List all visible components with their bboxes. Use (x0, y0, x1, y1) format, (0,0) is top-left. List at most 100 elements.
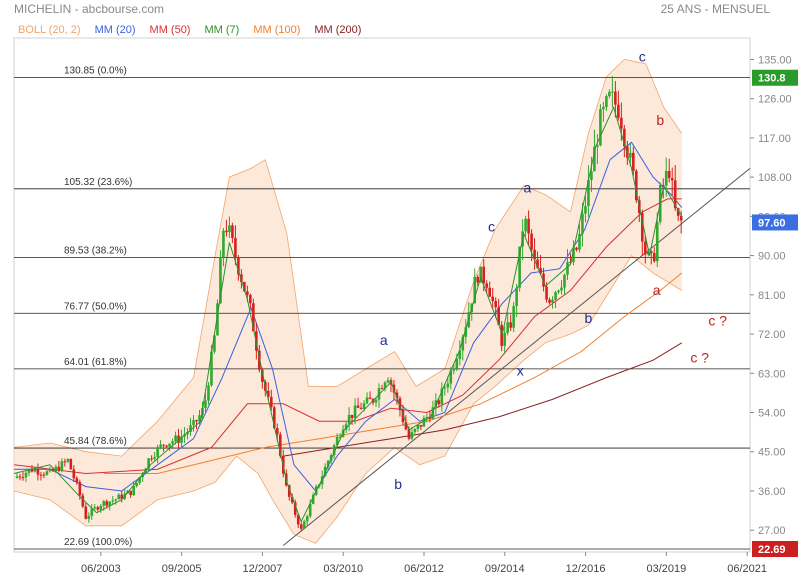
y-tick-label-0: 27.00 (758, 525, 786, 537)
legend-mm50[interactable]: MM (50) (149, 24, 191, 36)
candle-body-180 (554, 292, 557, 300)
candle-body-88 (278, 434, 282, 456)
wave-label-9: c ? (708, 312, 727, 328)
candle-body-209 (640, 213, 644, 242)
candle-body-212 (649, 251, 653, 254)
candle-body-161 (497, 307, 500, 325)
candle-body-144 (446, 383, 450, 388)
candle-body-214 (655, 221, 659, 262)
legend-boll[interactable]: BOLL (20, 2) (18, 24, 81, 36)
candle-body-3 (24, 472, 28, 478)
fib-label-2: 89.53 (38.2%) (64, 246, 127, 257)
candle-body-84 (267, 390, 270, 397)
candle-body-204 (626, 146, 629, 158)
candle-body-63 (204, 400, 207, 409)
candle-body-55 (180, 436, 183, 443)
candle-body-31 (108, 501, 112, 506)
wave-label-4: x (517, 362, 524, 378)
y-tick-label-5: 72.00 (758, 329, 786, 341)
candle-body-98 (308, 503, 312, 517)
candle-body-150 (464, 327, 468, 337)
candle-body-21 (78, 482, 82, 496)
candle-body-174 (536, 259, 539, 269)
candle-body-5 (30, 469, 34, 472)
candle-body-134 (416, 424, 420, 429)
candle-body-158 (488, 287, 492, 297)
candle-body-7 (36, 469, 40, 475)
candle-body-186 (572, 247, 575, 263)
candle-body-102 (320, 476, 324, 485)
candle-body-61 (198, 415, 201, 422)
candle-body-67 (216, 303, 219, 336)
candle-body-148 (458, 350, 462, 359)
candle-body-149 (461, 336, 465, 351)
legend-mm200[interactable]: MM (200) (314, 24, 362, 36)
candle-body-178 (548, 299, 551, 303)
candle-body-81 (258, 350, 261, 370)
candle-body-86 (272, 407, 276, 429)
bollinger-lower (13, 255, 683, 544)
candle-body-4 (27, 469, 31, 473)
candle-body-112 (350, 414, 354, 419)
candle-body-32 (111, 500, 115, 502)
candle-body-205 (629, 152, 632, 158)
candle-body-116 (362, 403, 366, 409)
candle-body-50 (165, 445, 168, 447)
candle-body-66 (213, 335, 216, 352)
legend: BOLL (20, 2) MM (20) MM (50) MM (7) MM (… (18, 24, 361, 36)
candle-body-52 (171, 441, 174, 444)
candle-body-210 (643, 241, 647, 255)
candle-body-82 (261, 369, 264, 382)
y-tick-label-6: 81.00 (758, 290, 786, 302)
y-tick-label-9: 108.00 (758, 172, 792, 184)
candle-body-10 (45, 471, 49, 475)
candle-body-64 (207, 385, 210, 401)
wave-label-2: c (488, 219, 495, 235)
candle-body-33 (114, 499, 118, 501)
candle-body-193 (593, 146, 596, 172)
candle-body-173 (533, 249, 536, 260)
candle-body-123 (383, 382, 387, 389)
wave-label-6: c (639, 49, 646, 65)
x-tick-label-3: 03/2010 (323, 563, 363, 575)
candle-body-6 (33, 469, 37, 472)
candle-body-221 (676, 208, 680, 216)
candle-body-99 (311, 494, 315, 504)
candle-body-175 (539, 268, 542, 274)
candle-body-199 (611, 91, 614, 93)
candle-body-146 (452, 368, 456, 371)
candle-body-9 (42, 474, 46, 476)
candle-body-156 (482, 266, 486, 284)
candle-body-164 (506, 322, 509, 333)
candle-body-202 (620, 117, 623, 129)
candle-body-0 (15, 476, 19, 478)
candle-body-42 (141, 473, 144, 478)
candle-body-34 (117, 494, 121, 500)
candle-body-106 (332, 445, 336, 456)
candle-body-147 (455, 358, 459, 369)
candle-body-11 (48, 469, 52, 472)
wave-label-0: a (380, 332, 388, 348)
candle-body-131 (407, 429, 411, 439)
candle-body-201 (617, 104, 620, 118)
legend-mm20[interactable]: MM (20) (94, 24, 136, 36)
fib-label-1: 105.32 (23.6%) (64, 177, 132, 188)
candle-body-160 (494, 300, 497, 308)
legend-mm7[interactable]: MM (7) (204, 24, 240, 36)
candle-body-194 (596, 145, 599, 147)
legend-mm100[interactable]: MM (100) (253, 24, 301, 36)
candle-body-181 (557, 290, 560, 293)
candle-body-163 (503, 332, 506, 346)
candle-body-13 (54, 466, 58, 471)
wave-label-7: b (656, 112, 664, 128)
price-badge-label-high: 130.8 (758, 73, 786, 85)
candle-body-27 (96, 507, 100, 510)
candle-body-142 (440, 388, 444, 405)
candle-body-127 (395, 392, 399, 399)
candle-body-207 (635, 170, 638, 201)
candle-body-211 (646, 251, 650, 255)
candle-body-76 (243, 282, 246, 292)
candle-body-25 (90, 508, 94, 516)
candle-body-39 (132, 486, 135, 496)
